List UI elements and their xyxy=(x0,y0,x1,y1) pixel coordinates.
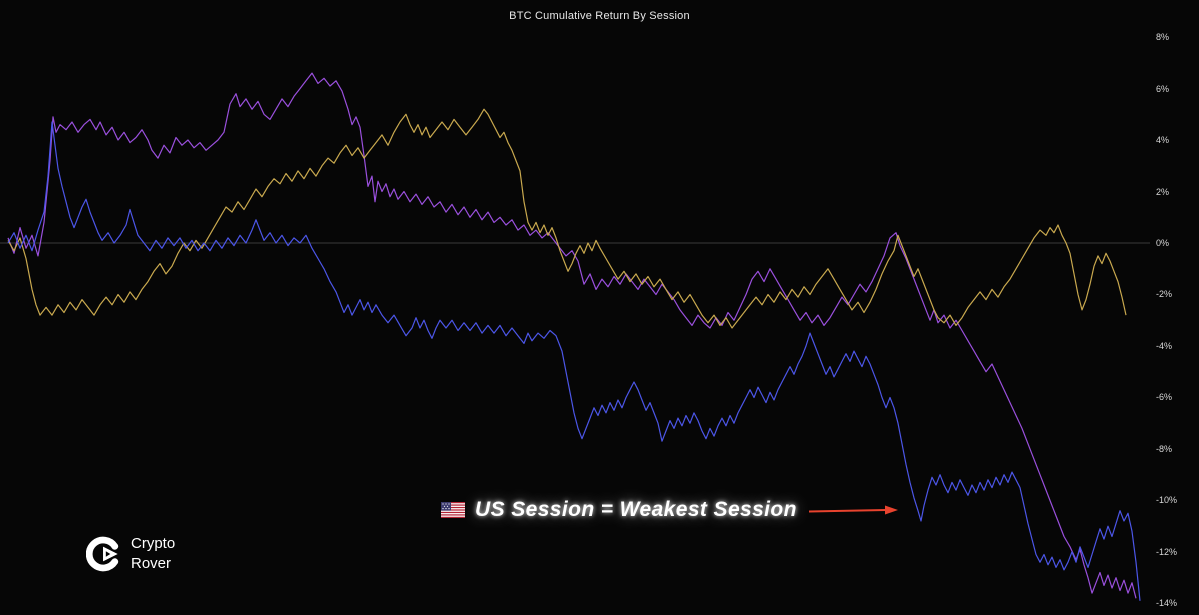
crypto-rover-logo-text: Crypto Rover xyxy=(131,534,175,573)
y-tick-label: -14% xyxy=(1156,598,1178,608)
y-tick-label: 6% xyxy=(1156,84,1170,94)
crypto-rover-logo-icon xyxy=(86,536,119,571)
logo-line1: Crypto xyxy=(131,535,176,552)
series-gold-session xyxy=(7,108,1127,329)
y-tick-label: 4% xyxy=(1156,135,1170,145)
y-tick-label: 2% xyxy=(1156,187,1170,197)
annotation: US Session = Weakest Session xyxy=(441,498,899,522)
y-tick-label: -8% xyxy=(1156,444,1173,454)
y-tick-label: -6% xyxy=(1156,392,1173,402)
y-tick-label: 0% xyxy=(1156,238,1170,248)
y-tick-label: -12% xyxy=(1156,547,1178,557)
annotation-text: US Session = Weakest Session xyxy=(475,498,797,521)
arrow-icon xyxy=(808,505,898,515)
y-tick-label: -2% xyxy=(1156,289,1173,299)
crypto-rover-logo: Crypto Rover xyxy=(86,534,175,573)
page-title: BTC Cumulative Return By Session xyxy=(509,10,690,22)
y-tick-label: -10% xyxy=(1156,495,1178,505)
y-tick-label: -4% xyxy=(1156,341,1173,351)
us-flag-icon xyxy=(441,502,465,518)
series-purple-session xyxy=(7,72,1137,599)
logo-line2: Rover xyxy=(131,554,172,572)
series-blue-us-session xyxy=(7,121,1141,601)
y-tick-label: 8% xyxy=(1156,32,1170,42)
